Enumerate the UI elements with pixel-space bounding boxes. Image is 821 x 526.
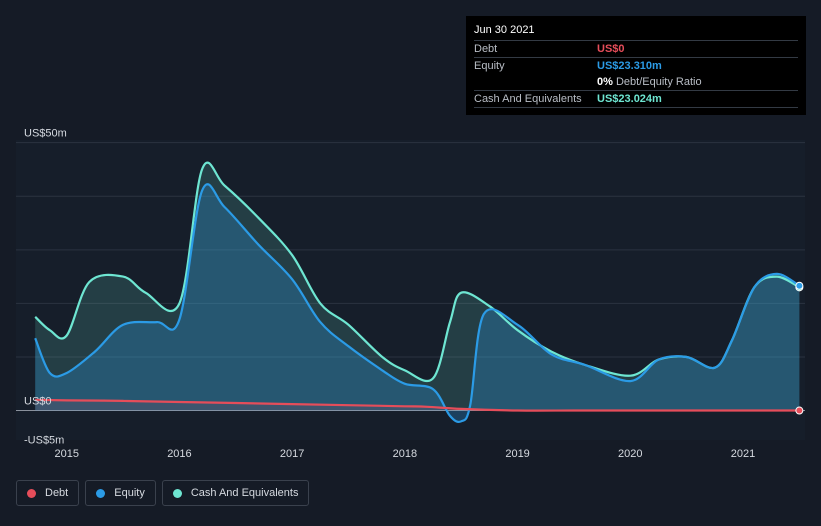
y-tick-label: US$50m <box>24 128 67 140</box>
tooltip-debt-label: Debt <box>474 43 498 55</box>
x-tick-label: 2019 <box>505 448 529 460</box>
x-tick-label: 2017 <box>280 448 304 460</box>
series-line <box>34 183 800 424</box>
legend-equity-label: Equity <box>114 487 145 499</box>
series-area <box>35 399 800 411</box>
tooltip-row-equity: Equity US$23.310m <box>474 57 798 74</box>
tooltip-cash-value: US$23.024m <box>597 93 662 105</box>
tooltip-ratio-label: Debt/Equity Ratio <box>615 76 702 88</box>
tooltip-date: Jun 30 2021 <box>474 24 535 36</box>
y-axis-labels: US$50m US$0 -US$5m <box>24 128 67 447</box>
tooltip-row-cash: Cash And Equivalents US$23.024m <box>474 90 798 108</box>
series-area <box>35 162 800 411</box>
y-tick-label: -US$5m <box>24 434 64 446</box>
series-line <box>35 398 800 412</box>
data-tooltip: Jun 30 2021 Debt US$0 Equity US$23.310m … <box>466 16 806 115</box>
series-area <box>35 184 800 422</box>
x-tick-label: 2015 <box>54 448 78 460</box>
series-end-marker <box>795 406 804 415</box>
chart-legend: Debt Equity Cash And Equivalents <box>16 480 310 506</box>
tooltip-row-debt: Debt US$0 <box>474 40 798 57</box>
end-markers <box>795 281 804 415</box>
legend-item-cash[interactable]: Cash And Equivalents <box>161 480 310 506</box>
tooltip-ratio-value: 0% <box>597 76 613 88</box>
legend-item-debt[interactable]: Debt <box>16 480 80 506</box>
y-tick-label: US$0 <box>24 396 52 408</box>
x-tick-label: 2021 <box>731 448 755 460</box>
legend-item-equity[interactable]: Equity <box>85 480 156 506</box>
tooltip-cash-label: Cash And Equivalents <box>474 93 582 105</box>
x-axis-labels: 2015 2016 2017 2018 2019 2020 2021 <box>54 448 755 460</box>
tooltip-row-ratio: 0% Debt/Equity Ratio <box>474 74 798 90</box>
series-lines <box>34 161 800 424</box>
legend-debt-label: Debt <box>45 487 69 499</box>
x-tick-label: 2016 <box>167 448 191 460</box>
tooltip-debt-value: US$0 <box>597 43 625 55</box>
tooltip-equity-value: US$23.310m <box>597 60 662 72</box>
debt-dot-icon <box>27 488 36 498</box>
cash-dot-icon <box>172 488 182 498</box>
equity-dot-icon <box>96 488 106 498</box>
plot-background <box>16 140 805 440</box>
x-tick-label: 2020 <box>618 448 642 460</box>
series-end-marker <box>795 281 804 290</box>
x-tick-label: 2018 <box>393 448 417 460</box>
area-fills <box>35 162 800 422</box>
legend-cash-label: Cash And Equivalents <box>190 487 299 499</box>
tooltip-equity-label: Equity <box>474 60 505 72</box>
